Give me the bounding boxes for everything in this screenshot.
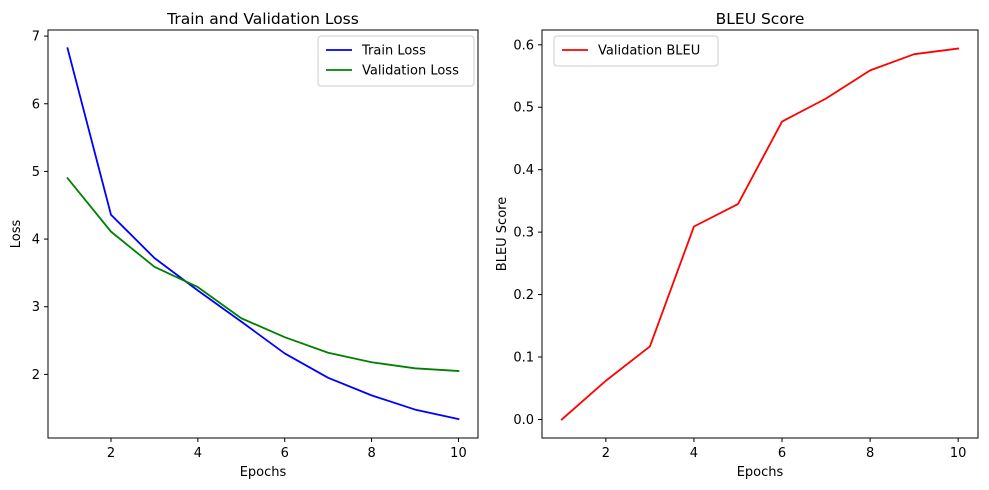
loss-x-tick-label: 4 [194,446,202,461]
loss-legend-box [317,35,475,87]
loss-y-tick-label: 2 [32,368,40,383]
bleu-y-tick-label: 0.3 [513,226,534,241]
loss-x-axis-label: Epochs [240,465,287,480]
bleu-y-tick-label: 0.1 [513,351,534,366]
bleu-y-tick-label: 0.5 [513,101,534,116]
loss-y-tick-label: 4 [32,233,40,248]
loss-y-tick-label: 6 [32,97,40,112]
bleu-x-tick-label: 6 [778,446,786,461]
loss-legend: Train Loss Validation Loss [317,35,475,87]
loss-series-train-loss-line [66,47,460,421]
loss-axes-frame [47,29,479,439]
loss-y-tick-label: 7 [32,30,40,45]
loss-x-tick-label: 8 [367,446,375,461]
loss-y-axis-label: Loss [9,220,24,249]
bleu-legend-label-validation-bleu: Validation BLEU [598,44,700,59]
loss-series-validation-loss-line [66,176,460,372]
bleu-y-tick-label: 0.6 [513,38,534,53]
bleu-chart-title: BLEU Score [716,10,805,28]
bleu-y-tick-label: 0.4 [513,163,534,178]
bleu-chart-panel: 2 4 6 8 10 0.0 0.1 0.2 0.3 0.4 0.5 0.6 BLEU Score Epo… [495,10,979,480]
loss-x-tick-label: 2 [107,446,115,461]
loss-legend-label-train-loss: Train Loss [361,44,426,59]
bleu-y-tick-label: 0.0 [513,413,534,428]
bleu-y-tick-label: 0.2 [513,288,534,303]
loss-x-tick-label: 10 [450,446,467,461]
loss-y-tick-label: 5 [32,165,40,180]
bleu-x-tick-label: 10 [950,446,967,461]
loss-chart-title: Train and Validation Loss [166,10,359,28]
loss-x-tick-label: 6 [281,446,289,461]
bleu-x-tick-label: 4 [690,446,698,461]
bleu-axes-frame [541,29,979,439]
loss-legend-label-validation-loss: Validation Loss [362,64,459,79]
loss-y-tick-label: 3 [32,300,40,315]
bleu-x-tick-label: 2 [602,446,610,461]
bleu-legend-box [553,35,719,67]
bleu-legend: Validation BLEU [553,35,719,67]
bleu-x-tick-label: 8 [866,446,874,461]
loss-chart-panel: 2 4 6 8 10 2 3 4 5 6 7 Train and Validation Loss Epo… [9,10,479,480]
bleu-x-axis-label: Epochs [737,465,784,480]
bleu-y-axis-label: BLEU Score [495,197,510,271]
bleu-series-validation-bleu-line [560,47,960,421]
